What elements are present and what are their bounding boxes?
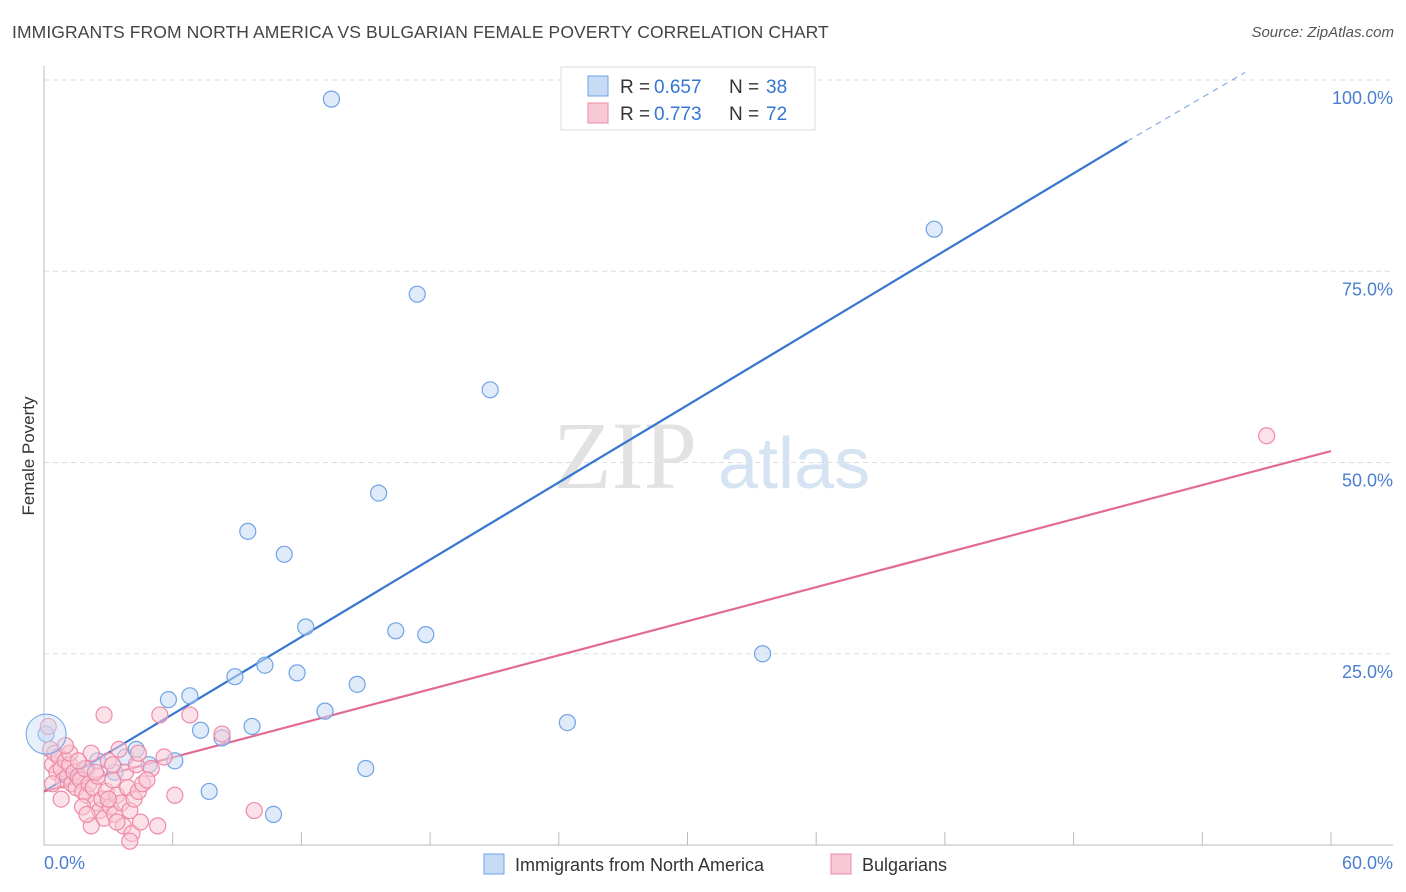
point-immigrants-25 (370, 484, 388, 502)
series-legend-label-0: Immigrants from North America (515, 855, 765, 875)
legend-n-value-0: 38 (766, 77, 787, 98)
point-immigrants-13 (226, 668, 244, 686)
point-bulgarians-59 (69, 752, 87, 770)
points-layer (25, 67, 1276, 850)
point-immigrants-22 (322, 90, 341, 108)
point-immigrants-27 (408, 285, 426, 303)
point-bulgarians-55 (108, 813, 126, 831)
trend-line-extension-0 (1126, 71, 1246, 142)
point-bulgarians-0 (39, 717, 57, 736)
point-bulgarians-47 (181, 706, 199, 724)
stats-legend: R = 0.657 N = 38 R = 0.773 N = 72 (560, 66, 816, 131)
point-bulgarians-63 (155, 748, 173, 766)
legend-n-label-1: N = (729, 104, 759, 125)
point-immigrants-18 (275, 545, 293, 563)
point-immigrants-17 (264, 805, 283, 824)
series-legend: Immigrants from North America Bulgarians (483, 853, 947, 875)
point-immigrants-9 (181, 687, 199, 705)
watermark-zip: ZIP (553, 402, 697, 509)
point-bulgarians-64 (43, 775, 62, 793)
x-tick-min: 0.0% (44, 853, 85, 873)
source-label: Source: ZipAtlas.com (1251, 24, 1394, 41)
point-immigrants-32 (753, 645, 772, 663)
legend-r-label-1: R = (620, 104, 650, 125)
grid-layer (44, 79, 1393, 655)
point-bulgarians-58 (52, 790, 70, 808)
legend-swatch-pink (587, 102, 609, 124)
legend-n-label-0: N = (729, 77, 759, 98)
point-immigrants-33 (925, 220, 943, 238)
point-immigrants-20 (297, 618, 315, 636)
chart-title: IMMIGRANTS FROM NORTH AMERICA VS BULGARI… (12, 22, 829, 42)
point-immigrants-10 (191, 721, 210, 739)
point-bulgarians-50 (213, 725, 231, 743)
point-bulgarians-68 (129, 744, 147, 762)
point-bulgarians-20 (82, 744, 100, 762)
point-bulgarians-33 (110, 740, 128, 758)
series-legend-swatch-0 (483, 853, 505, 875)
point-immigrants-24 (357, 759, 375, 778)
point-immigrants-15 (243, 717, 261, 736)
y-tick-label-1: 50.0% (1342, 471, 1393, 491)
point-bulgarians-43 (131, 813, 150, 831)
point-bulgarians-49 (166, 786, 184, 804)
x-tick-max: 60.0% (1342, 853, 1393, 873)
legend-r-value-1: 0.773 (654, 104, 702, 125)
point-bulgarians-60 (86, 763, 105, 781)
series-legend-label-1: Bulgarians (862, 855, 947, 875)
point-immigrants-23 (348, 675, 366, 693)
watermark: ZIP atlas (553, 402, 870, 509)
point-bulgarians-69 (1258, 427, 1276, 445)
point-immigrants-28 (417, 626, 435, 644)
point-immigrants-30 (558, 713, 576, 732)
trend-line-1 (43, 449, 1332, 793)
point-immigrants-29 (481, 381, 499, 399)
point-bulgarians-61 (104, 756, 122, 774)
trend-line-0 (43, 140, 1128, 793)
point-bulgarians-66 (78, 805, 96, 824)
point-bulgarians-46 (151, 706, 169, 724)
y-tick-label-2: 75.0% (1342, 279, 1393, 299)
trend-lines (43, 71, 1332, 793)
point-bulgarians-51 (245, 801, 263, 820)
point-immigrants-21 (316, 702, 334, 720)
watermark-atlas: atlas (718, 424, 870, 504)
point-bulgarians-67 (99, 790, 117, 808)
legend-r-label-0: R = (620, 77, 650, 98)
axes-layer (43, 66, 1393, 846)
point-immigrants-16 (256, 656, 274, 674)
y-axis-title: Female Poverty (19, 396, 38, 516)
y-tick-label-0: 25.0% (1342, 662, 1393, 682)
point-immigrants-11 (200, 782, 218, 801)
point-immigrants-14 (239, 522, 257, 540)
point-bulgarians-45 (95, 706, 113, 724)
point-bulgarians-52 (121, 832, 139, 850)
y-tick-label-3: 100.0% (1332, 88, 1393, 108)
point-immigrants-large-0 (25, 713, 67, 755)
point-bulgarians-48 (149, 817, 167, 835)
point-immigrants-26 (387, 622, 405, 640)
point-bulgarians-62 (138, 771, 156, 789)
point-immigrants-7 (159, 691, 178, 709)
y-tick-labels: 25.0% 50.0% 75.0% 100.0% (1332, 88, 1393, 682)
point-immigrants-19 (288, 664, 306, 682)
series-legend-swatch-1 (830, 853, 852, 875)
legend-r-value-0: 0.657 (654, 77, 702, 98)
legend-n-value-1: 72 (766, 104, 787, 125)
legend-swatch-blue (587, 75, 609, 97)
